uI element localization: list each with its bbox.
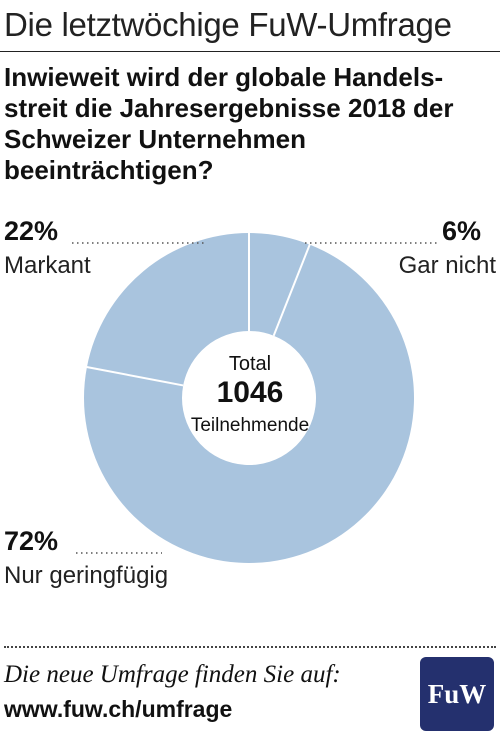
fuw-logo: FuW [420,657,494,731]
survey-question: Inwieweit wird der globale Handels­strei… [4,62,454,185]
slice-separator [85,365,184,387]
footer-link[interactable]: www.fuw.ch/umfrage [4,696,233,722]
slice-value-gar-nicht: 6% [442,216,482,246]
slice-label-gar-nicht: Gar nicht [398,252,496,279]
header-bar: Die letztwöchige FuW-Umfrage [0,0,500,52]
slice-markant [86,233,249,386]
donut-chart-svg [72,232,438,563]
slice-label-nur-geringfuegig: Nur geringfügig [4,562,169,589]
slice-label-markant: Markant [4,252,91,279]
center-total-unit: Teilnehmende [190,415,310,436]
footer-divider [4,646,496,648]
slice-separator [272,243,312,337]
header-title: Die letztwöchige FuW-Umfrage [4,6,452,43]
center-total-number: 1046 [216,376,284,409]
center-total-label: Total [228,353,272,375]
donut-chart: Total 1046 Teilnehmende 6% Gar nicht 22%… [0,210,500,610]
slice-nur-geringfuegig [83,244,414,563]
slice-value-nur-geringfuegig: 72% [4,526,59,556]
slice-gar-nicht [249,233,310,336]
footer-text: Die neue Umfrage finden Sie auf: [4,661,341,688]
slice-value-markant: 22% [4,216,59,246]
